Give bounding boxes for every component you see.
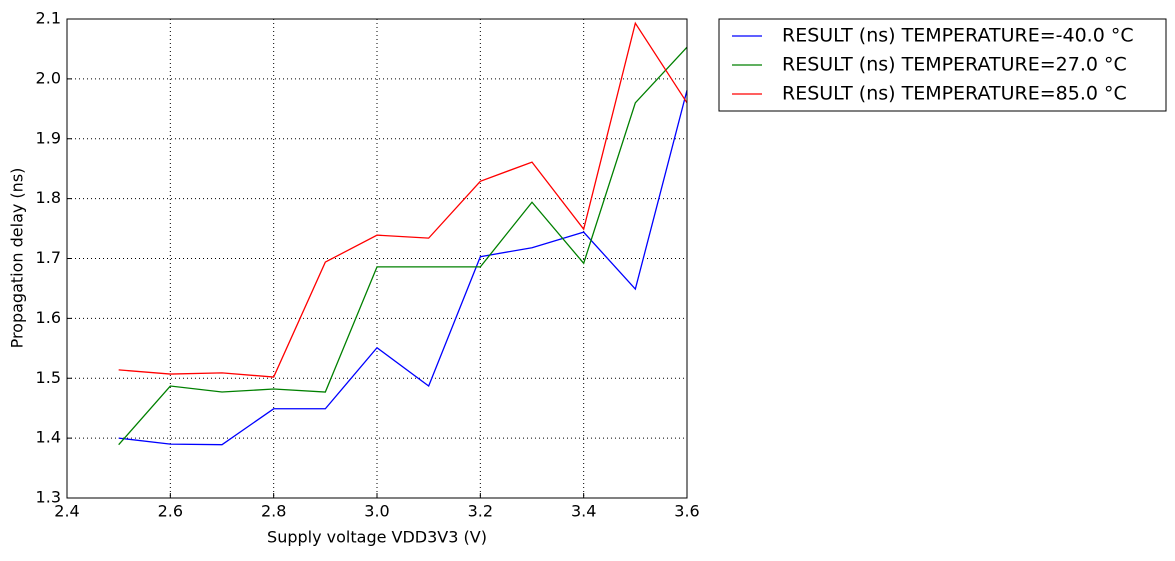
legend-label: RESULT (ns) TEMPERATURE=27.0 °C <box>782 54 1127 76</box>
x-tick-label: 3.2 <box>468 502 493 521</box>
x-tick-label: 2.4 <box>54 502 79 521</box>
y-tick-label: 1.6 <box>36 308 61 327</box>
legend-label: RESULT (ns) TEMPERATURE=-40.0 °C <box>782 25 1134 47</box>
y-tick-label: 1.8 <box>36 188 61 207</box>
x-tick-label: 3.4 <box>571 502 596 521</box>
legend-label: RESULT (ns) TEMPERATURE=85.0 °C <box>782 83 1127 105</box>
y-axis-label: Propagation delay (ns) <box>8 168 27 349</box>
data-line <box>118 90 688 446</box>
data-line <box>118 46 688 446</box>
data-line <box>118 21 688 378</box>
y-tick-label: 1.5 <box>36 368 61 387</box>
plot-frame <box>66 18 688 499</box>
y-tick-label: 2.1 <box>36 9 61 28</box>
x-tick-label: 2.8 <box>261 502 286 521</box>
y-tick-label: 1.9 <box>36 128 61 147</box>
y-tick-label: 1.7 <box>36 248 61 267</box>
x-axis-label: Supply voltage VDD3V3 (V) <box>267 528 487 547</box>
y-tick-label: 1.3 <box>36 488 61 507</box>
y-tick-label: 1.4 <box>36 428 61 447</box>
x-tick-label: 2.6 <box>158 502 183 521</box>
y-tick-label: 2.0 <box>36 68 61 87</box>
legend-box <box>718 18 1167 112</box>
x-tick-label: 3.6 <box>674 502 699 521</box>
x-tick-label: 3.0 <box>364 502 389 521</box>
